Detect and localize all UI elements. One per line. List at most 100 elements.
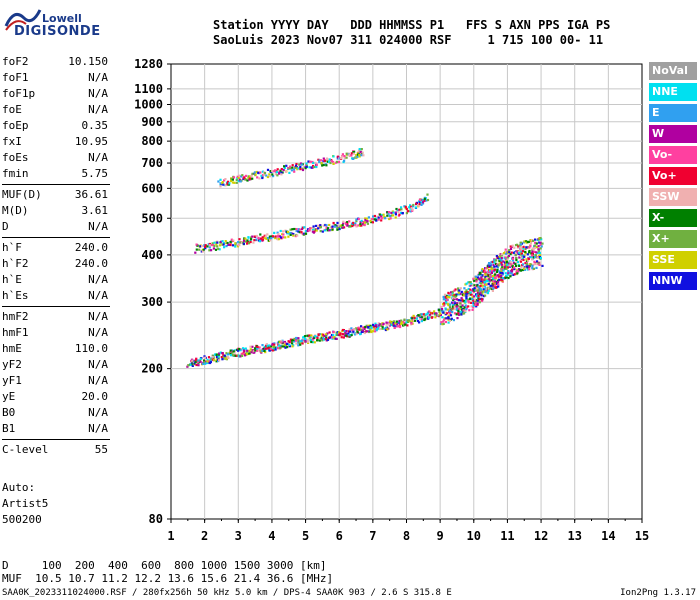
echo-point xyxy=(270,345,273,348)
param-row: foEp 0.35 xyxy=(2,118,110,134)
echo-point xyxy=(520,252,523,255)
echo-point xyxy=(496,263,499,266)
echo-point xyxy=(480,269,484,272)
echo-point xyxy=(203,361,206,364)
echo-point xyxy=(447,316,450,319)
param-row: foE N/A xyxy=(2,102,110,118)
echo-point xyxy=(229,349,232,352)
echo-point xyxy=(495,270,499,273)
param-separator xyxy=(2,306,110,307)
echo-point xyxy=(359,333,362,336)
echo-point xyxy=(516,260,520,264)
legend-item-sse: SSE xyxy=(649,251,697,269)
echo-point xyxy=(382,213,385,216)
echo-point xyxy=(187,364,190,367)
echo-point xyxy=(361,329,364,332)
echo-point xyxy=(440,308,444,311)
echo-point xyxy=(465,297,468,300)
echo-point xyxy=(534,254,537,257)
echo-point xyxy=(442,304,445,307)
x-tick-label: 5 xyxy=(302,529,309,543)
echo-point xyxy=(413,316,417,319)
echo-point xyxy=(518,268,521,271)
echo-point xyxy=(541,264,544,267)
echo-point xyxy=(340,155,344,158)
echo-point xyxy=(332,160,335,164)
echo-point xyxy=(315,163,318,166)
param-row: hmE 110.0 xyxy=(2,341,110,357)
echo-point xyxy=(441,316,444,319)
echo-point xyxy=(261,344,264,347)
echo-point xyxy=(442,318,446,321)
echo-point xyxy=(380,215,383,218)
echo-point xyxy=(437,308,441,311)
echo-point xyxy=(340,224,343,227)
echo-point xyxy=(304,337,307,341)
echo-point xyxy=(247,236,250,239)
echo-point xyxy=(468,291,471,294)
y-tick-label: 200 xyxy=(141,362,163,376)
echo-point xyxy=(242,352,246,355)
echo-point xyxy=(509,271,512,274)
echo-point xyxy=(507,262,510,265)
echo-point xyxy=(234,243,237,246)
echo-point xyxy=(322,338,326,341)
echo-point xyxy=(440,305,443,309)
echo-point xyxy=(233,353,236,356)
echo-point xyxy=(459,299,462,302)
echo-point xyxy=(520,256,523,259)
echo-point xyxy=(363,331,366,335)
echo-point xyxy=(341,333,345,336)
echo-point xyxy=(229,354,233,357)
echo-point xyxy=(360,330,363,333)
echo-point xyxy=(513,266,516,269)
echo-point xyxy=(532,239,535,242)
echo-point xyxy=(311,226,314,229)
echo-point xyxy=(475,289,478,292)
echo-point xyxy=(479,284,482,288)
echo-point xyxy=(207,243,210,246)
echo-point xyxy=(297,337,300,340)
echo-point xyxy=(276,168,279,171)
echo-point xyxy=(299,228,302,231)
echo-point xyxy=(292,234,295,237)
echo-point xyxy=(536,263,539,266)
echo-point xyxy=(335,337,338,340)
echo-point xyxy=(195,358,198,361)
echo-point xyxy=(271,349,274,352)
echo-point xyxy=(502,252,506,255)
echo-point xyxy=(257,348,260,351)
echo-point xyxy=(461,298,464,301)
echo-point xyxy=(538,238,541,241)
echo-point xyxy=(504,272,507,275)
param-label: h`E xyxy=(2,273,22,286)
echo-point xyxy=(455,308,458,312)
echo-point xyxy=(310,340,313,344)
echo-point xyxy=(392,322,395,325)
echo-point xyxy=(447,291,450,294)
echo-point xyxy=(528,251,531,254)
echo-point xyxy=(509,245,512,248)
echo-point xyxy=(244,347,247,350)
echo-point xyxy=(401,212,404,215)
param-value: 3.61 xyxy=(81,204,109,217)
echo-point xyxy=(287,167,290,170)
echo-point xyxy=(297,167,300,170)
echo-point xyxy=(323,159,326,162)
echo-point xyxy=(198,248,201,251)
muf-table: D 100 200 400 600 800 1000 1500 3000 [km… xyxy=(2,559,333,585)
echo-point xyxy=(305,164,308,167)
echo-point xyxy=(343,330,346,333)
echo-point xyxy=(276,234,279,238)
echo-point xyxy=(377,216,380,219)
echo-point xyxy=(463,312,466,315)
echo-point xyxy=(379,323,382,326)
echo-point xyxy=(348,220,351,223)
echo-point xyxy=(319,226,322,229)
echo-point xyxy=(219,178,222,181)
echo-point xyxy=(403,318,406,321)
echo-point xyxy=(481,286,484,289)
echo-point xyxy=(319,230,322,233)
echo-point xyxy=(358,155,361,158)
echo-point xyxy=(277,238,281,241)
